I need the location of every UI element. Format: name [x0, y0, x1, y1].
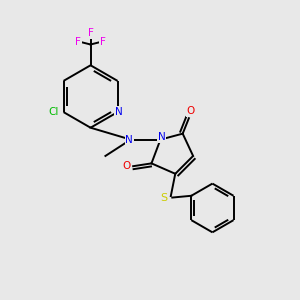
Text: S: S — [160, 193, 167, 202]
Text: O: O — [122, 161, 130, 171]
Text: Cl: Cl — [48, 107, 58, 117]
Text: N: N — [125, 135, 133, 145]
Text: O: O — [187, 106, 195, 116]
Text: N: N — [115, 107, 123, 117]
Text: N: N — [158, 132, 166, 142]
Text: F: F — [88, 28, 94, 38]
Text: F: F — [75, 37, 81, 46]
Text: F: F — [100, 37, 106, 46]
